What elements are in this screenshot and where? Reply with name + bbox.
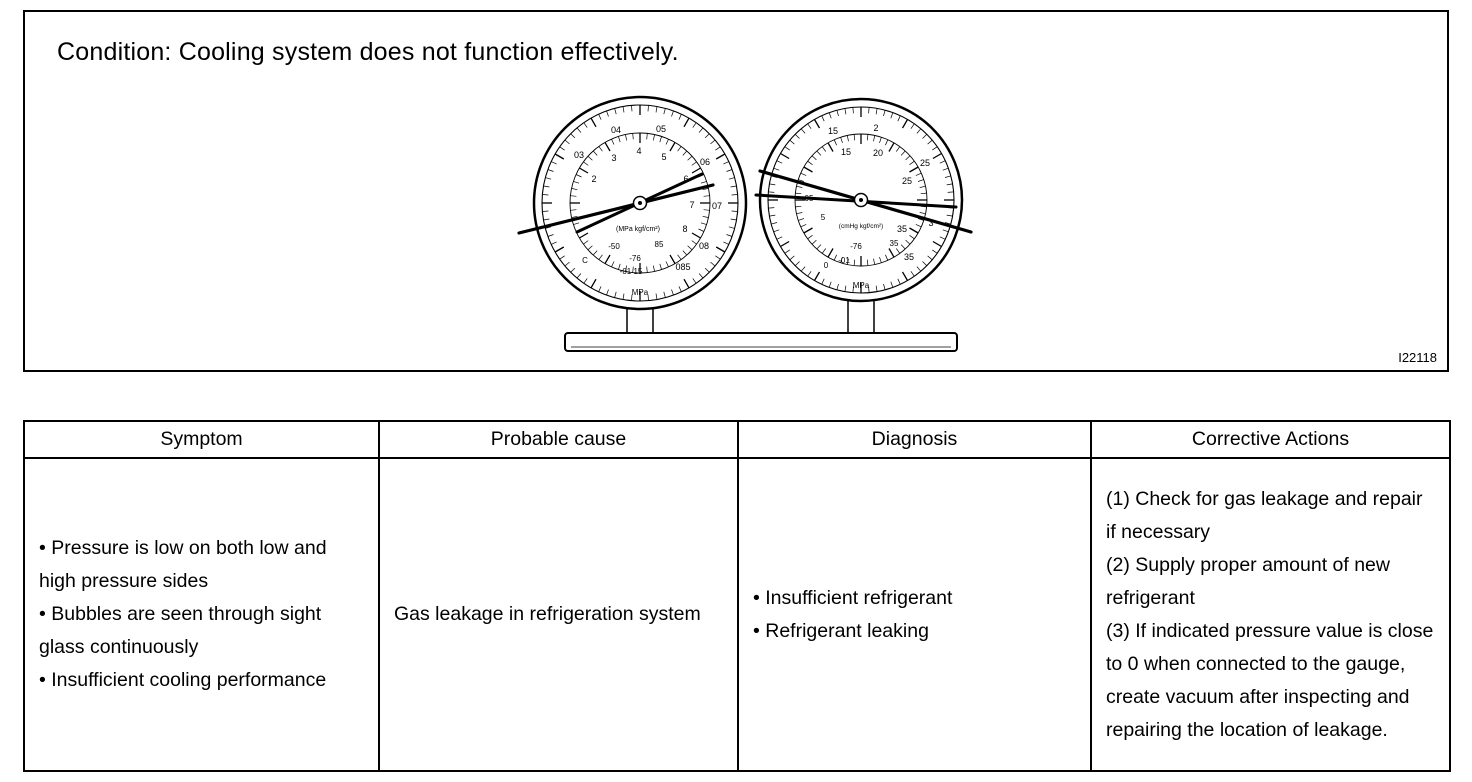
figure-id: I22118 [1398, 350, 1437, 365]
gauge-scale-label: 85 [655, 240, 664, 249]
gauge-scale-label: C [582, 256, 588, 265]
left-gauge-hub-pin [638, 201, 642, 205]
gauge-scale-label: 15 [828, 126, 838, 136]
gauge-scale-label: 2 [591, 174, 596, 184]
symptom-item: • Bubbles are seen through sight glass c… [39, 603, 322, 658]
gauge-scale-label: 3 [611, 153, 616, 163]
table-header-row: Symptom Probable cause Diagnosis Correct… [23, 420, 1451, 459]
gauge-scale-label: 7 [689, 200, 694, 210]
diagnosis-item: • Insufficient refrigerant [753, 586, 953, 609]
gauge-scale-label: 15 [841, 147, 851, 157]
condition-text: Condition: Cooling system does not funct… [57, 38, 679, 66]
symptom-item: • Pressure is low on both low and high p… [39, 537, 327, 592]
cell-diagnosis: • Insufficient refrigerant • Refrigerant… [737, 457, 1092, 772]
gauge-scale-label: 07 [712, 201, 722, 211]
gauge-scale-label: 5 [821, 213, 826, 222]
probable-cause-text: Gas leakage in refrigeration system [394, 603, 701, 625]
corrective-action-item: (3) If indicated pressure value is close… [1106, 619, 1434, 741]
gauge-scale-label: 5 [661, 152, 666, 162]
col-header-diagnosis: Diagnosis [737, 420, 1092, 459]
gauge-scale-label: 06 [700, 157, 710, 167]
gauge-manifold [564, 297, 958, 352]
gauge-scale-label: 085 [675, 262, 690, 272]
left-gauge-needle [517, 183, 715, 235]
col-header-probable-cause: Probable cause [378, 420, 739, 459]
corrective-action-item: (1) Check for gas leakage and repair if … [1106, 487, 1423, 543]
gauge-scale-label: 25 [920, 158, 930, 168]
right-gauge-stem [847, 297, 875, 335]
gauge-scale-label: 2 [873, 123, 878, 133]
gauge-scale-label: -50 [608, 242, 620, 251]
gauge-scale-label: 05 [656, 124, 666, 134]
gauge-scale-label: -76 [629, 254, 641, 263]
cell-probable-cause: Gas leakage in refrigeration system [378, 457, 739, 772]
symptom-item: • Insufficient cooling performance [39, 669, 327, 691]
gauge-scale-label: 0 [824, 261, 829, 270]
left-pressure-gauge: 03 04 05 06 07 08 085 2 3 4 5 6 7 8 (MPa… [517, 95, 748, 311]
gauge-scale-label: -76 [850, 242, 862, 251]
pressure-gauges-illustration: 03 04 05 06 07 08 085 2 3 4 5 6 7 8 (MPa… [517, 95, 973, 352]
gauge-scale-label: 03 [574, 150, 584, 160]
gauge-unit-label: (cmHg kgf/cm²) [839, 223, 883, 230]
gauge-unit-label: (MPa kgf/cm²) [616, 226, 660, 233]
col-header-symptom: Symptom [23, 420, 380, 459]
right-gauge-outer-ticks [768, 107, 954, 293]
gauge-scale-label: 35 [890, 239, 899, 248]
corrective-action-item: (2) Supply proper amount of new refriger… [1106, 553, 1390, 609]
gauge-scale-label: 35 [897, 224, 907, 234]
cell-corrective-actions: (1) Check for gas leakage and repair if … [1090, 457, 1451, 772]
col-header-corrective-actions: Corrective Actions [1090, 420, 1451, 459]
cell-symptom: • Pressure is low on both low and high p… [23, 457, 380, 772]
right-pressure-gauge: 15 2 25 3 35 15 20 25 35 05 5 (cmHg kgf/… [754, 97, 973, 303]
gauge-scale-label: 4 [636, 146, 641, 156]
gauge-scale-label: 6 [683, 174, 688, 184]
right-gauge-hub-pin [859, 198, 863, 202]
right-gauge-inner-ticks [795, 134, 927, 266]
gauge-unit-label: MPa [632, 288, 649, 297]
gauge-scale-label: 04 [611, 125, 621, 135]
gauge-scale-label: 8 [682, 224, 687, 234]
gauge-scale-label: 3 [928, 218, 933, 228]
table-row: • Pressure is low on both low and high p… [23, 457, 1451, 772]
gauge-scale-label: 35 [904, 252, 914, 262]
gauge-scale-label: 08 [699, 241, 709, 251]
diagnosis-item: • Refrigerant leaking [753, 619, 929, 642]
manifold-bar [564, 332, 958, 352]
diagnosis-table: Symptom Probable cause Diagnosis Correct… [23, 420, 1451, 772]
gauge-scale-label: -01 15 [620, 267, 643, 276]
gauge-unit-label: MPa [853, 281, 870, 290]
gauge-scale-label: -01 [838, 256, 850, 265]
condition-figure-box: Condition: Cooling system does not funct… [23, 10, 1449, 372]
gauge-scale-label: 20 [873, 148, 883, 158]
gauge-scale-label: 25 [902, 176, 912, 186]
left-gauge-outer-ticks [542, 105, 738, 301]
left-gauge-inner-ticks [570, 133, 710, 273]
